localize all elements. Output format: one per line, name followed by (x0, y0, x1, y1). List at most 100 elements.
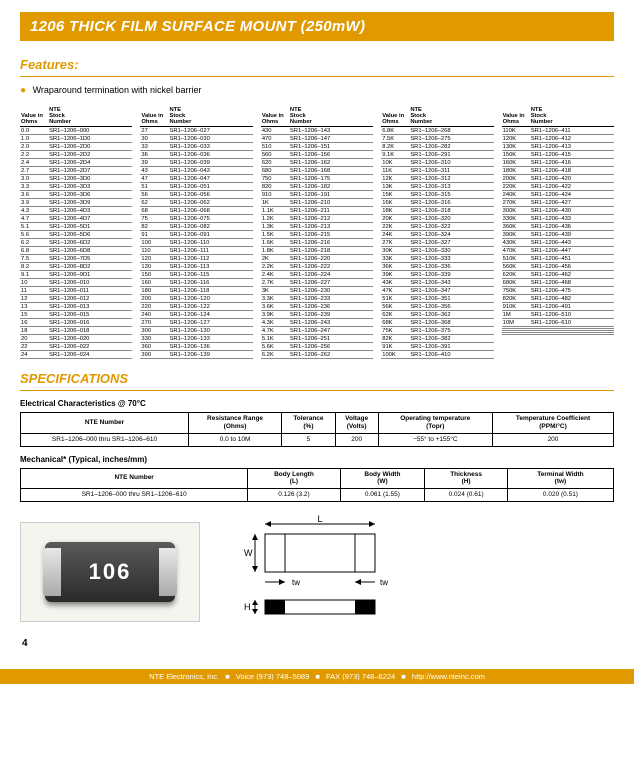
table-row: 150KSR1–1206–415 (502, 151, 614, 159)
rule (20, 390, 614, 391)
table-row: 180KSR1–1206–418 (502, 167, 614, 175)
table-row: 16SR1–1206–016 (20, 319, 132, 327)
table-row: 6.8KSR1–1206–268 (381, 127, 493, 135)
table-row: 4.3SR1–1206–4D3 (20, 207, 132, 215)
mech-subheading: Mechanical* (Typical, inches/mm) (20, 455, 614, 464)
svg-text:tw: tw (380, 578, 388, 587)
table-row: 270SR1–1206–127 (140, 319, 252, 327)
table-row: 330KSR1–1206–433 (502, 215, 614, 223)
table-row: 24SR1–1206–024 (20, 351, 132, 359)
table-row: 360SR1–1206–136 (140, 343, 252, 351)
table-row: 15KSR1–1206–315 (381, 191, 493, 199)
table-row: 2.0SR1–1206–2D0 (20, 143, 132, 151)
table-row: 39SR1–1206–039 (140, 159, 252, 167)
bullet-icon: ● (20, 85, 26, 96)
table-row: 750KSR1–1206–475 (502, 287, 614, 295)
table-row: 3.6SR1–1206–3D6 (20, 191, 132, 199)
table-row: 33SR1–1206–033 (140, 143, 252, 151)
table-row: 36SR1–1206–036 (140, 151, 252, 159)
table-row: 680KSR1–1206–468 (502, 279, 614, 287)
table-row: 13SR1–1206–013 (20, 303, 132, 311)
table-row: 68KSR1–1206–368 (381, 319, 493, 327)
table-row: 2KSR1–1206–220 (261, 255, 373, 263)
table-row: 3.3KSR1–1206–233 (261, 295, 373, 303)
table-row: 430SR1–1206–143 (261, 127, 373, 135)
table-row: 6.8SR1–1206–6D8 (20, 247, 132, 255)
svg-text:H: H (244, 602, 251, 612)
table-row: 910KSR1–1206–491 (502, 303, 614, 311)
table-row: 6.2KSR1–1206–262 (261, 351, 373, 359)
table-row: 2.4KSR1–1206–224 (261, 271, 373, 279)
features-heading: Features: (20, 57, 614, 72)
table-row: 22KSR1–1206–322 (381, 223, 493, 231)
table-row: 510SR1–1206–151 (261, 143, 373, 151)
table-row: 2.2KSR1–1206–222 (261, 263, 373, 271)
table-row: 20SR1–1206–020 (20, 335, 132, 343)
table-row: 43KSR1–1206–343 (381, 279, 493, 287)
table-row: 91KSR1–1206–391 (381, 343, 493, 351)
table-row: 27KSR1–1206–327 (381, 239, 493, 247)
table-row: 200KSR1–1206–420 (502, 175, 614, 183)
table-row: 7.5SR1–1206–7D5 (20, 255, 132, 263)
elec-subheading: Electrical Characteristics @ 70°C (20, 399, 614, 408)
table-row: 330SR1–1206–133 (140, 335, 252, 343)
table-row: 110KSR1–1206–411 (502, 127, 614, 135)
table-row: 390KSR1–1206–439 (502, 231, 614, 239)
table-row: 1.2KSR1–1206–212 (261, 215, 373, 223)
footer: NTE Electronics, Inc. ■ Voice (973) 748–… (0, 669, 634, 684)
table-row: 820KSR1–1206–482 (502, 295, 614, 303)
table-row: 180SR1–1206–118 (140, 287, 252, 295)
table-row: 510KSR1–1206–451 (502, 255, 614, 263)
table-row: 27SR1–1206–027 (140, 127, 252, 135)
table-row: 0.0SR1–1206–000 (20, 127, 132, 135)
table-row: 30SR1–1206–030 (140, 135, 252, 143)
table-row: 6.2SR1–1206–6D2 (20, 239, 132, 247)
table-row: 82SR1–1206–082 (140, 223, 252, 231)
table-row: 1.1KSR1–1206–211 (261, 207, 373, 215)
table-row: 62KSR1–1206–362 (381, 311, 493, 319)
table-row: 10SR1–1206–010 (20, 279, 132, 287)
table-row: 110SR1–1206–111 (140, 247, 252, 255)
table-row: 3.3SR1–1206–3D3 (20, 183, 132, 191)
part-number-grid: Value inOhmsNTEStockNumber0.0SR1–1206–00… (20, 106, 614, 359)
table-row: 130KSR1–1206–413 (502, 143, 614, 151)
table-row: 36KSR1–1206–336 (381, 263, 493, 271)
table-row: 2.4SR1–1206–2D4 (20, 159, 132, 167)
col-header: NTEStockNumber (48, 106, 132, 127)
svg-text:L: L (317, 514, 322, 524)
footer-fax: FAX (973) 748–6224 (326, 672, 395, 681)
table-row: 47KSR1–1206–347 (381, 287, 493, 295)
table-row: 240KSR1–1206–424 (502, 191, 614, 199)
table-row: 5.6SR1–1206–5D6 (20, 231, 132, 239)
table-row: 1MSR1–1206–510 (502, 311, 614, 319)
table-row: 120KSR1–1206–412 (502, 135, 614, 143)
table-row: 68SR1–1206–068 (140, 207, 252, 215)
table-row: 10MSR1–1206–610 (502, 319, 614, 327)
table-row: 75SR1–1206–075 (140, 215, 252, 223)
table-row: 620SR1–1206–162 (261, 159, 373, 167)
mechanical-spec-table: NTE NumberBody Length(L)Body Width(W)Thi… (20, 468, 614, 502)
table-row: 200SR1–1206–120 (140, 295, 252, 303)
table-row: 4.3KSR1–1206–243 (261, 319, 373, 327)
table-row: 300SR1–1206–130 (140, 327, 252, 335)
table-row: 91SR1–1206–091 (140, 231, 252, 239)
col-header: NTEStockNumber (169, 106, 253, 127)
table-row: 20KSR1–1206–320 (381, 215, 493, 223)
table-row: 10KSR1–1206–310 (381, 159, 493, 167)
table-row: 5.1SR1–1206–5D1 (20, 223, 132, 231)
table-row: 270KSR1–1206–427 (502, 199, 614, 207)
table-row: 150SR1–1206–115 (140, 271, 252, 279)
table-row: 47SR1–1206–047 (140, 175, 252, 183)
table-row: 300KSR1–1206–430 (502, 207, 614, 215)
table-row: 4.7SR1–1206–4D7 (20, 215, 132, 223)
table-row: 33KSR1–1206–333 (381, 255, 493, 263)
col-header: Value inOhms (140, 106, 168, 127)
table-row: 1.8KSR1–1206–218 (261, 247, 373, 255)
col-header: Value inOhms (261, 106, 289, 127)
svg-text:tw: tw (292, 578, 300, 587)
table-row: 12SR1–1206–012 (20, 295, 132, 303)
table-row: 160KSR1–1206–416 (502, 159, 614, 167)
table-row: 2.2SR1–1206–2D2 (20, 151, 132, 159)
table-row: 15SR1–1206–015 (20, 311, 132, 319)
table-row: 680SR1–1206–168 (261, 167, 373, 175)
